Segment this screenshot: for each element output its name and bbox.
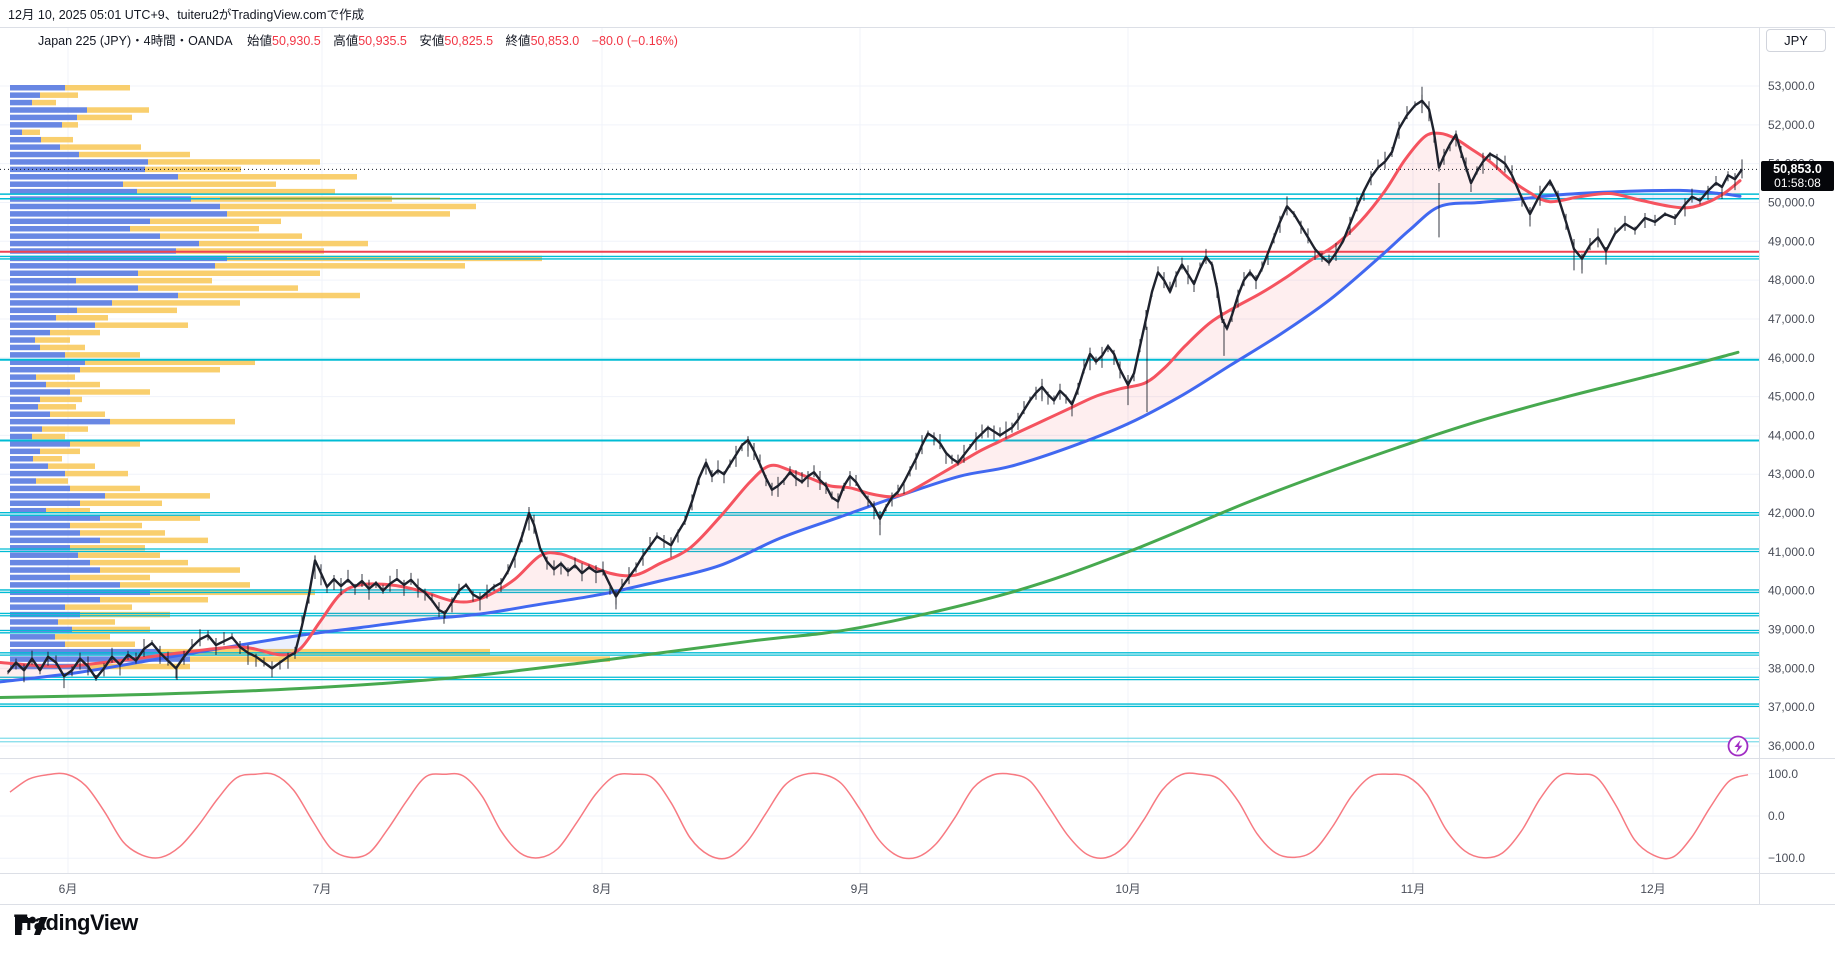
svg-text:52,000.0: 52,000.0 bbox=[1768, 118, 1815, 132]
close-label: 終値 bbox=[505, 34, 531, 48]
svg-text:44,000.0: 44,000.0 bbox=[1768, 428, 1815, 442]
bar-countdown: 01:58:08 bbox=[1774, 176, 1821, 190]
tradingview-logo[interactable]: TradingView bbox=[14, 910, 138, 936]
svg-text:38,000.0: 38,000.0 bbox=[1768, 661, 1815, 675]
open-label: 始値 bbox=[247, 34, 273, 48]
svg-text:8月: 8月 bbox=[593, 882, 612, 896]
last-price-value: 50,853.0 bbox=[1773, 162, 1822, 176]
svg-text:41,000.0: 41,000.0 bbox=[1768, 545, 1815, 559]
svg-text:45,000.0: 45,000.0 bbox=[1768, 390, 1815, 404]
svg-text:49,000.0: 49,000.0 bbox=[1768, 234, 1815, 248]
currency-jpy-button[interactable]: JPY bbox=[1766, 29, 1826, 52]
symbol-legend[interactable]: Japan 225 (JPY)・4時間・OANDA 始値50,930.5 高値5… bbox=[38, 30, 678, 49]
close-value: 50,853.0 bbox=[530, 34, 580, 48]
svg-text:53,000.0: 53,000.0 bbox=[1768, 79, 1815, 93]
svg-text:36,000.0: 36,000.0 bbox=[1768, 739, 1815, 753]
svg-text:7月: 7月 bbox=[313, 882, 332, 896]
svg-text:43,000.0: 43,000.0 bbox=[1768, 467, 1815, 481]
svg-text:42,000.0: 42,000.0 bbox=[1768, 506, 1815, 520]
svg-text:48,000.0: 48,000.0 bbox=[1768, 273, 1815, 287]
svg-text:39,000.0: 39,000.0 bbox=[1768, 623, 1815, 637]
svg-text:50,000.0: 50,000.0 bbox=[1768, 195, 1815, 209]
chart-canvas[interactable]: 53,000.052,000.051,000.050,000.049,000.0… bbox=[0, 0, 1835, 905]
svg-text:100.0: 100.0 bbox=[1768, 767, 1798, 781]
svg-text:11月: 11月 bbox=[1401, 882, 1425, 896]
svg-text:12月: 12月 bbox=[1640, 882, 1665, 896]
high-value: 50,935.5 bbox=[358, 34, 407, 48]
low-label: 安値 bbox=[419, 34, 445, 48]
last-price-badge: 50,853.0 01:58:08 bbox=[1761, 161, 1834, 191]
svg-text:9月: 9月 bbox=[851, 882, 870, 896]
symbol-title: Japan 225 (JPY)・4時間・OANDA bbox=[38, 34, 233, 48]
svg-text:6月: 6月 bbox=[59, 882, 78, 896]
attribution-text: 12月 10, 2025 05:01 UTC+9、tuiteru2がTradin… bbox=[8, 8, 365, 22]
high-label: 高値 bbox=[333, 34, 359, 48]
tradingview-logo-icon bbox=[15, 916, 48, 935]
svg-text:37,000.0: 37,000.0 bbox=[1768, 700, 1815, 714]
svg-text:−100.0: −100.0 bbox=[1768, 851, 1805, 865]
svg-text:0.0: 0.0 bbox=[1768, 809, 1785, 823]
change-value: −80.0 (−0.16%) bbox=[591, 34, 678, 48]
svg-text:47,000.0: 47,000.0 bbox=[1768, 312, 1815, 326]
open-value: 50,930.5 bbox=[272, 34, 321, 48]
svg-text:46,000.0: 46,000.0 bbox=[1768, 351, 1815, 365]
low-value: 50,825.5 bbox=[444, 34, 494, 48]
svg-text:10月: 10月 bbox=[1115, 882, 1140, 896]
svg-text:40,000.0: 40,000.0 bbox=[1768, 584, 1815, 598]
